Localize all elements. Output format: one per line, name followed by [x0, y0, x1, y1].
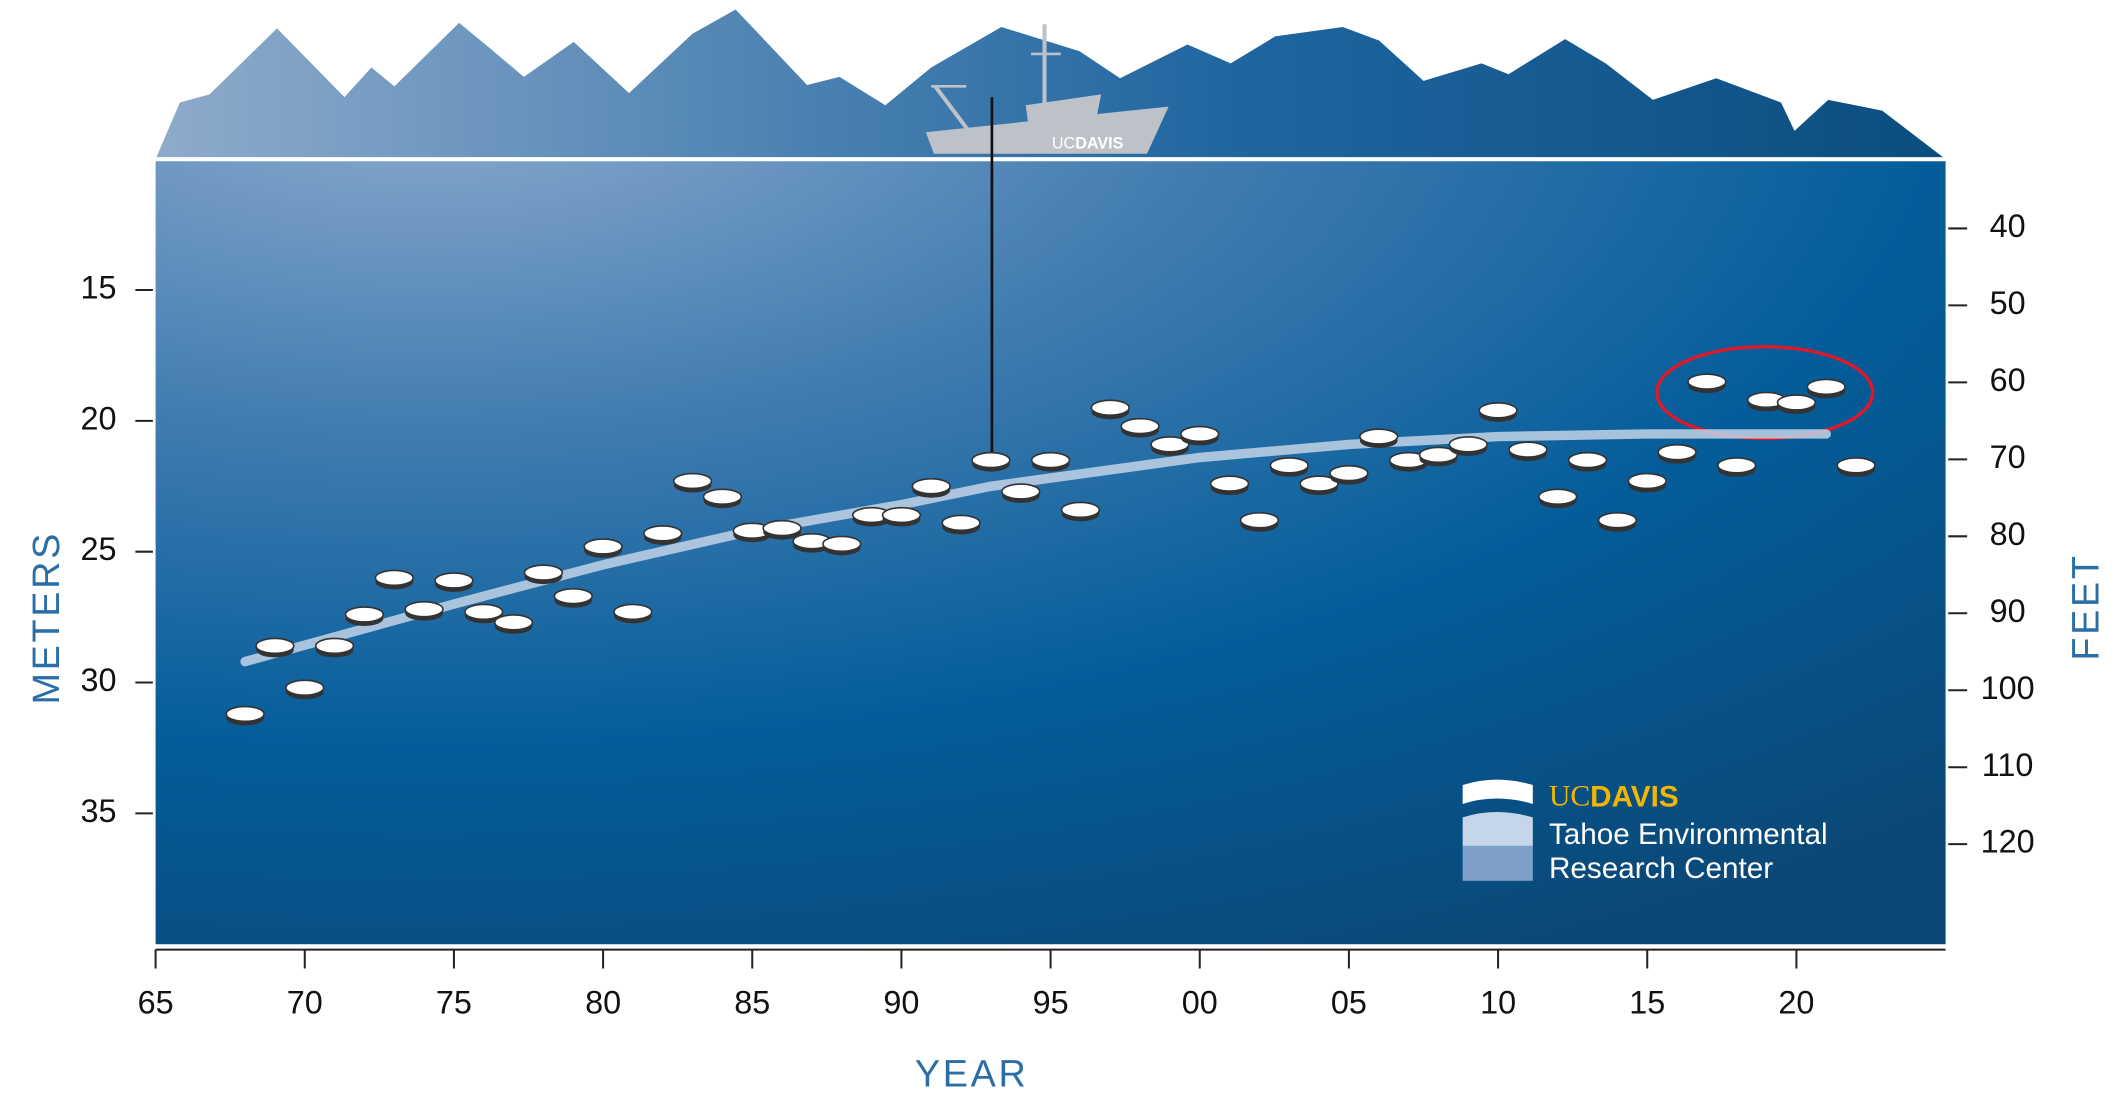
x-axis-label: YEAR: [915, 1053, 1029, 1095]
secchi-disk: [1002, 484, 1040, 499]
x-tick-label: 15: [1629, 984, 1665, 1020]
y-tick-label: 15: [80, 270, 116, 306]
y2-tick-label: 90: [1990, 593, 2026, 629]
secchi-disk: [763, 521, 801, 536]
y2-tick-label: 120: [1981, 824, 2035, 860]
secchi-disk: [972, 453, 1010, 468]
secchi-disk: [614, 604, 652, 619]
x-tick-label: 75: [436, 984, 472, 1020]
secchi-disk: [226, 707, 264, 722]
secchi-disk: [1211, 476, 1249, 491]
secchi-disk: [1032, 453, 1070, 468]
secchi-disk: [346, 607, 384, 622]
secchi-disk: [405, 602, 443, 617]
x-tick-label: 65: [138, 984, 174, 1020]
secchi-disk: [674, 474, 712, 489]
boat-uc: UC: [1052, 135, 1076, 153]
x-tick-label: 90: [883, 984, 919, 1020]
secchi-disk: [1837, 458, 1875, 473]
logo-line2: Research Center: [1549, 852, 1773, 885]
boat-label: UCDAVIS: [1052, 135, 1124, 153]
y-tick-label: 25: [80, 531, 116, 567]
secchi-disk: [1181, 427, 1219, 442]
secchi-disk: [375, 570, 413, 585]
secchi-disk: [1807, 379, 1845, 394]
y2-tick-label: 70: [1990, 439, 2026, 475]
y2-tick-label: 40: [1990, 208, 2026, 244]
y2-axis-label: FEET: [2066, 553, 2108, 660]
x-tick-label: 95: [1033, 984, 1069, 1020]
secchi-disk: [942, 515, 980, 530]
x-tick-label: 05: [1331, 984, 1367, 1020]
x-tick-label: 00: [1182, 984, 1218, 1020]
secchi-disk: [1479, 403, 1517, 418]
y-axis-label: METERS: [26, 531, 68, 705]
logo-uc: UC: [1549, 780, 1590, 812]
x-tick-label: 85: [734, 984, 770, 1020]
secchi-disk: [1121, 419, 1159, 434]
x-tick-label: 10: [1480, 984, 1516, 1020]
secchi-disk: [644, 526, 682, 541]
secchi-disk: [1449, 437, 1487, 452]
secchi-disk: [1718, 458, 1756, 473]
logo-brand: UCDAVIS: [1549, 780, 1679, 813]
secchi-disk: [1569, 453, 1607, 468]
secchi-disk: [1539, 489, 1577, 504]
secchi-disk: [1509, 442, 1547, 457]
secchi-disk: [495, 615, 533, 630]
logo-line1: Tahoe Environmental: [1549, 818, 1828, 851]
secchi-disk: [823, 536, 861, 551]
y2-tick-label: 100: [1981, 670, 2035, 706]
secchi-disk: [525, 565, 563, 580]
logo-davis: DAVIS: [1590, 780, 1678, 813]
secchi-disk: [1658, 445, 1696, 460]
secchi-disk: [1330, 466, 1368, 481]
secchi-disk: [1778, 395, 1816, 410]
y2-tick-label: 80: [1990, 516, 2026, 552]
secchi-disk: [1628, 474, 1666, 489]
secchi-disk: [1599, 513, 1637, 528]
secchi-disk: [286, 680, 324, 695]
y-tick-label: 20: [80, 400, 116, 436]
y2-tick-label: 50: [1990, 285, 2026, 321]
y2-tick-label: 60: [1990, 362, 2026, 398]
chart: UCDAVIS METERS FEET YEAR UCDAVIS Tahoe E…: [0, 0, 2116, 1098]
secchi-disk: [465, 604, 503, 619]
secchi-disk: [883, 508, 921, 523]
secchi-disk: [912, 479, 950, 494]
secchi-disk: [1091, 400, 1129, 415]
secchi-disk: [435, 573, 473, 588]
x-tick-label: 20: [1778, 984, 1814, 1020]
secchi-disk: [256, 638, 294, 653]
y-tick-label: 35: [80, 793, 116, 829]
x-tick-label: 80: [585, 984, 621, 1020]
boat-davis: DAVIS: [1075, 135, 1123, 153]
secchi-disk: [316, 638, 354, 653]
secchi-disk: [1688, 374, 1726, 389]
y2-tick-label: 110: [1982, 747, 2034, 783]
secchi-disk: [704, 489, 742, 504]
secchi-disk: [1241, 513, 1279, 528]
x-tick-label: 70: [287, 984, 323, 1020]
y-tick-label: 30: [80, 662, 116, 698]
secchi-disk: [1270, 458, 1308, 473]
secchi-disk: [554, 589, 592, 604]
secchi-disk: [1062, 502, 1100, 517]
secchi-disk: [1360, 429, 1398, 444]
secchi-disk: [584, 539, 622, 554]
